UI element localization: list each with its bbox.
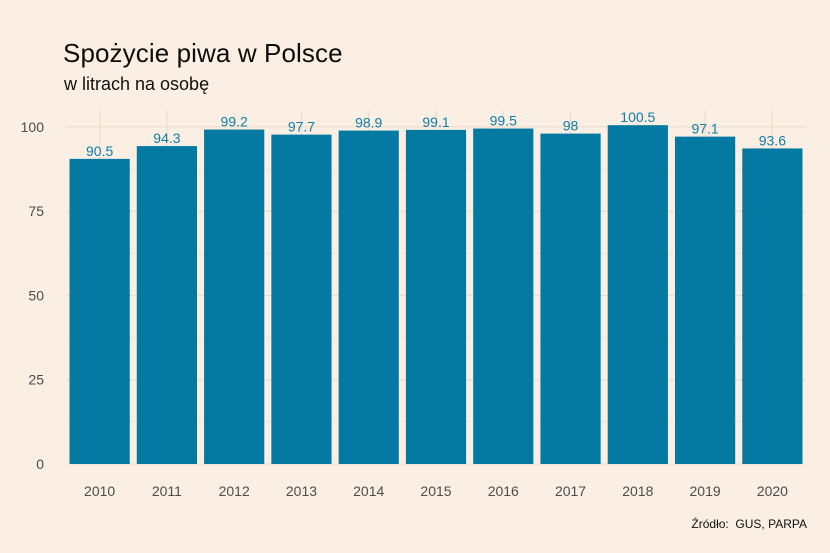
- x-tick-label-2016: 2016: [488, 483, 519, 499]
- data-label-2015: 99.1: [422, 114, 449, 130]
- y-tick-label: 0: [36, 456, 44, 472]
- bar-2015: [405, 129, 467, 465]
- bar-2011: [136, 146, 198, 464]
- chart-title: Spożycie piwa w Polsce: [63, 38, 343, 68]
- y-axis-ticks: 0 25 50 75 100: [21, 119, 45, 472]
- data-label-2016: 99.5: [490, 113, 517, 129]
- bar-2017: [540, 133, 601, 464]
- chart-subtitle: w litrach na osobę: [64, 74, 210, 94]
- y-tick-label: 50: [28, 287, 44, 303]
- x-tick-label-2019: 2019: [690, 483, 721, 499]
- source-note: Źródło: GUS, PARPA: [691, 517, 807, 531]
- x-tick-label-2018: 2018: [622, 483, 653, 499]
- bar-2019: [674, 136, 736, 465]
- data-label-2020: 93.6: [759, 132, 786, 148]
- data-label-2019: 97.1: [691, 121, 718, 137]
- bar-2012: [204, 129, 265, 464]
- bar-2010: [69, 158, 130, 464]
- bars: [69, 125, 803, 465]
- data-label-2011: 94.3: [153, 130, 180, 146]
- x-tick-label-2017: 2017: [555, 483, 586, 499]
- bar-2016: [473, 128, 534, 465]
- x-tick-label-2011: 2011: [152, 483, 182, 499]
- x-tick-label-2015: 2015: [420, 483, 451, 499]
- data-label-2012: 99.2: [221, 114, 248, 130]
- x-tick-label-2014: 2014: [353, 483, 384, 499]
- data-label-2017: 98: [563, 118, 579, 134]
- x-tick-label-2010: 2010: [84, 483, 115, 499]
- data-labels: 90.5 94.3 99.2 97.7 98.9 99.1 99.5 98 100.5 97.1 9…: [86, 109, 786, 159]
- data-label-2013: 97.7: [288, 119, 315, 135]
- bar-2018: [607, 125, 668, 465]
- y-tick-label: 25: [28, 372, 44, 388]
- bar-2013: [271, 134, 332, 464]
- x-tick-label-2013: 2013: [286, 483, 317, 499]
- x-axis-ticks: 2010 2011 2012 2013 2014 2015 2016 2017 2018 2019…: [84, 483, 788, 499]
- bar-2014: [338, 130, 399, 464]
- x-tick-label-2012: 2012: [219, 483, 250, 499]
- bar-2020: [742, 148, 803, 465]
- y-tick-label: 100: [21, 119, 45, 135]
- data-label-2018: 100.5: [620, 109, 655, 125]
- y-tick-label: 75: [28, 203, 44, 219]
- data-label-2014: 98.9: [355, 115, 382, 131]
- data-label-2010: 90.5: [86, 143, 113, 159]
- x-tick-label-2020: 2020: [757, 483, 788, 499]
